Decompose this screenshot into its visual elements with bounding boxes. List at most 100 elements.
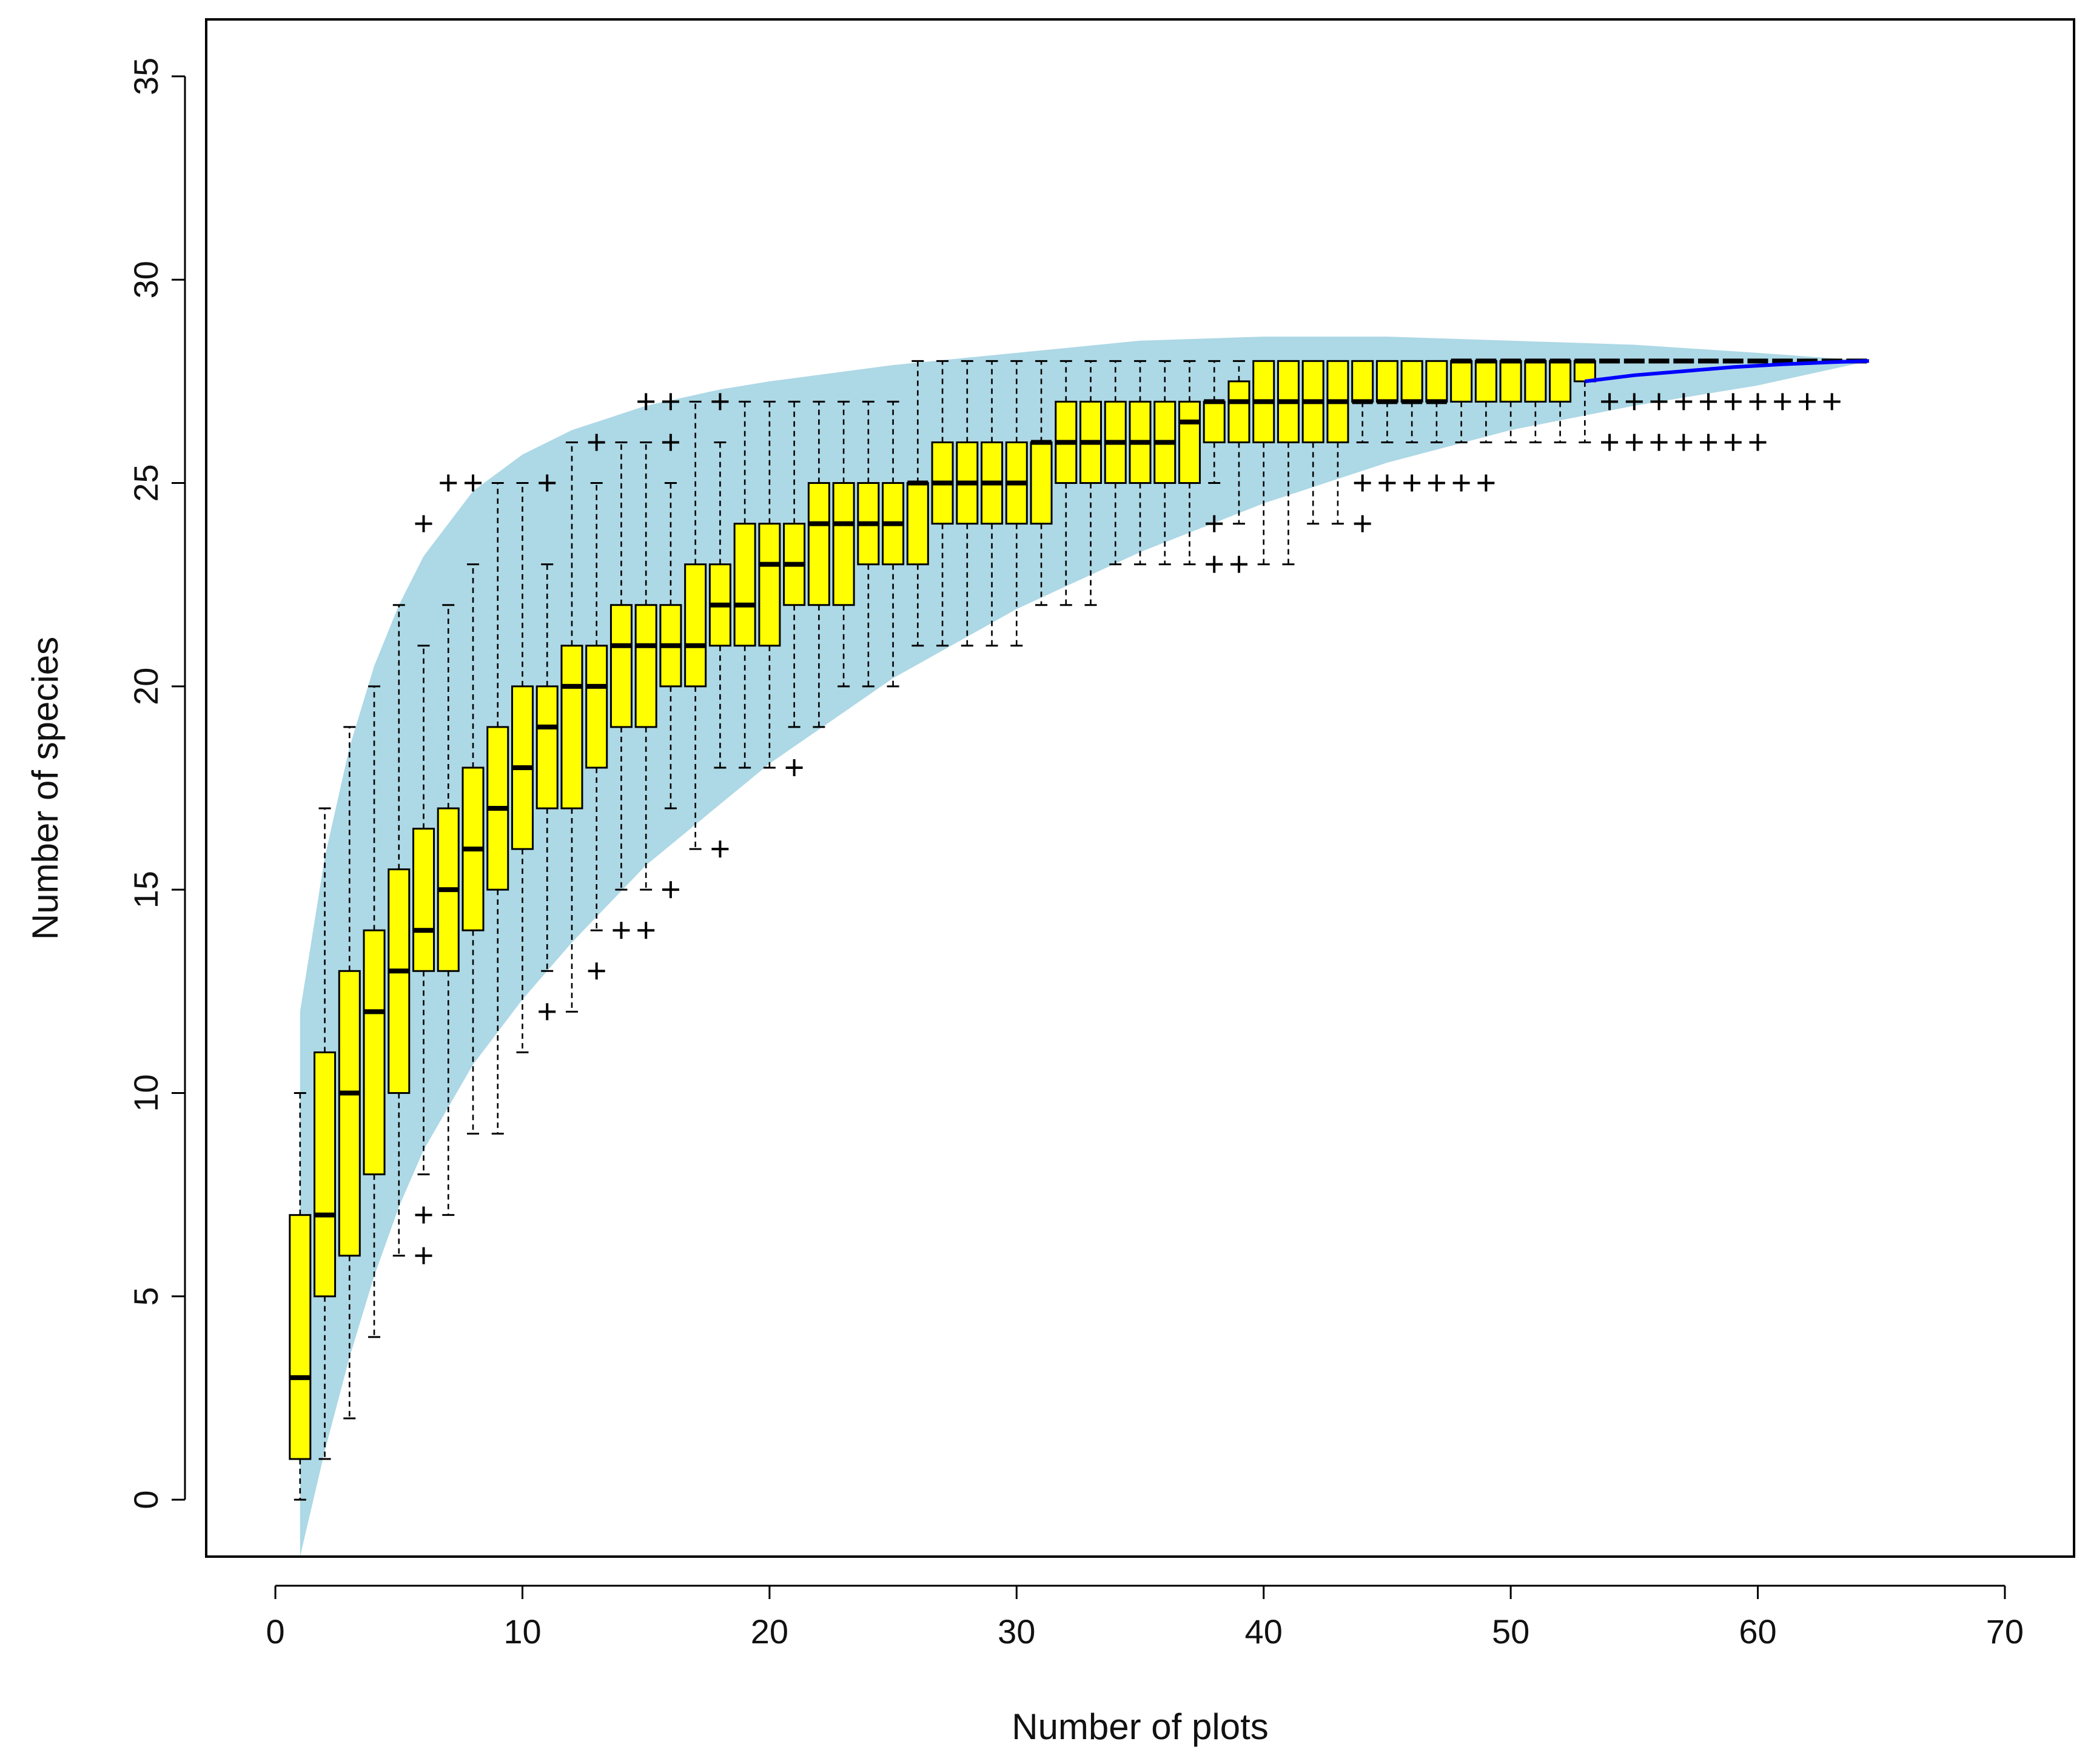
outlier-marker [415, 1247, 432, 1264]
y-tick-label: 0 [127, 1491, 165, 1509]
box [832, 482, 855, 606]
y-tick-label: 30 [127, 261, 165, 298]
box [684, 563, 707, 688]
outlier-marker [1675, 434, 1693, 451]
outlier-marker [662, 393, 679, 411]
outlier-marker [1206, 515, 1223, 532]
box [807, 482, 830, 606]
mean-curve [1584, 359, 1869, 383]
outlier-marker [1749, 434, 1767, 451]
whisker-layer [294, 360, 1591, 1501]
box [1227, 380, 1250, 443]
y-tick-label: 25 [127, 464, 165, 501]
outlier-marker [465, 474, 482, 492]
x-axis: 0 10 20 30 40 50 60 70 [266, 1585, 2024, 1651]
box [634, 604, 657, 728]
outlier-marker [1378, 474, 1396, 492]
y-axis-title: Number of species [25, 637, 65, 940]
x-tick-label: 40 [1245, 1612, 1283, 1651]
outlier-marker [539, 474, 556, 492]
plot-frame [205, 18, 2075, 1558]
outlier-marker [440, 474, 457, 492]
outlier-marker [539, 1003, 556, 1021]
box [585, 645, 608, 769]
outlier-marker [1774, 393, 1791, 411]
outlier-marker [588, 434, 605, 451]
x-tick-label: 20 [751, 1612, 788, 1651]
y-tick-label: 20 [127, 668, 165, 705]
outlier-marker [1428, 474, 1445, 492]
outlier-marker [415, 515, 432, 532]
outlier-marker [637, 922, 655, 939]
x-tick-label: 70 [1986, 1612, 2024, 1651]
outlier-marker [1354, 474, 1371, 492]
outlier-marker [1700, 434, 1717, 451]
mean-curve-layer [1584, 359, 1869, 383]
outlier-marker [1403, 474, 1421, 492]
outlier-marker [1230, 555, 1247, 573]
box [733, 523, 756, 647]
outlier-marker [662, 434, 679, 451]
outlier-marker [1700, 393, 1717, 411]
box [758, 523, 781, 647]
outlier-marker [1724, 434, 1742, 451]
confidence-envelope [300, 337, 1869, 1557]
box [388, 868, 411, 1094]
outlier-marker [785, 759, 803, 776]
y-tick-label: 10 [127, 1074, 165, 1112]
y-tick-label: 15 [127, 871, 165, 908]
outlier-marker [1477, 474, 1495, 492]
outlier-marker [1354, 515, 1371, 532]
x-tick-label: 60 [1739, 1612, 1776, 1651]
box [1573, 360, 1596, 383]
outlier-marker [415, 1206, 432, 1224]
box [1524, 360, 1547, 403]
box [609, 604, 633, 728]
x-tick-label: 10 [503, 1612, 541, 1651]
outlier-marker [1675, 393, 1693, 411]
box [314, 1051, 337, 1298]
outlier-layer [415, 393, 1841, 1264]
outlier-marker [1823, 393, 1841, 411]
outlier-marker [1625, 393, 1643, 411]
outlier-marker [711, 393, 729, 411]
outlier-marker [613, 922, 630, 939]
box [1549, 360, 1572, 403]
box [1030, 441, 1053, 525]
outlier-marker [1601, 434, 1619, 451]
outlier-marker [588, 962, 605, 980]
y-axis: 0 5 10 15 20 25 30 35 [127, 58, 186, 1509]
box [1425, 360, 1448, 403]
outlier-marker [1749, 393, 1767, 411]
outlier-marker [637, 393, 655, 411]
outlier-marker [1650, 434, 1668, 451]
box [1450, 360, 1473, 403]
outlier-marker [1625, 434, 1643, 451]
box [412, 828, 435, 972]
y-tick-label: 5 [127, 1287, 165, 1306]
box [1203, 400, 1226, 443]
outlier-marker [1650, 393, 1668, 411]
box [1499, 360, 1522, 403]
outlier-marker [1452, 474, 1470, 492]
box [1351, 360, 1374, 403]
confidence-envelope-layer [300, 337, 1869, 1557]
box [560, 645, 583, 810]
y-tick-label: 35 [127, 58, 165, 95]
box [338, 970, 361, 1257]
box [1178, 400, 1201, 485]
outlier-marker [1206, 555, 1223, 573]
box [906, 482, 929, 566]
outlier-marker [711, 840, 729, 858]
box [1375, 360, 1398, 403]
box [1400, 360, 1423, 403]
box [1474, 360, 1497, 403]
outlier-marker [662, 881, 679, 899]
outlier-marker [1601, 393, 1619, 411]
x-tick-label: 30 [998, 1612, 1035, 1651]
outlier-marker [1724, 393, 1742, 411]
x-axis-title: Number of plots [1012, 1706, 1269, 1747]
x-tick-label: 50 [1492, 1612, 1529, 1651]
box-layer [289, 358, 1867, 1460]
